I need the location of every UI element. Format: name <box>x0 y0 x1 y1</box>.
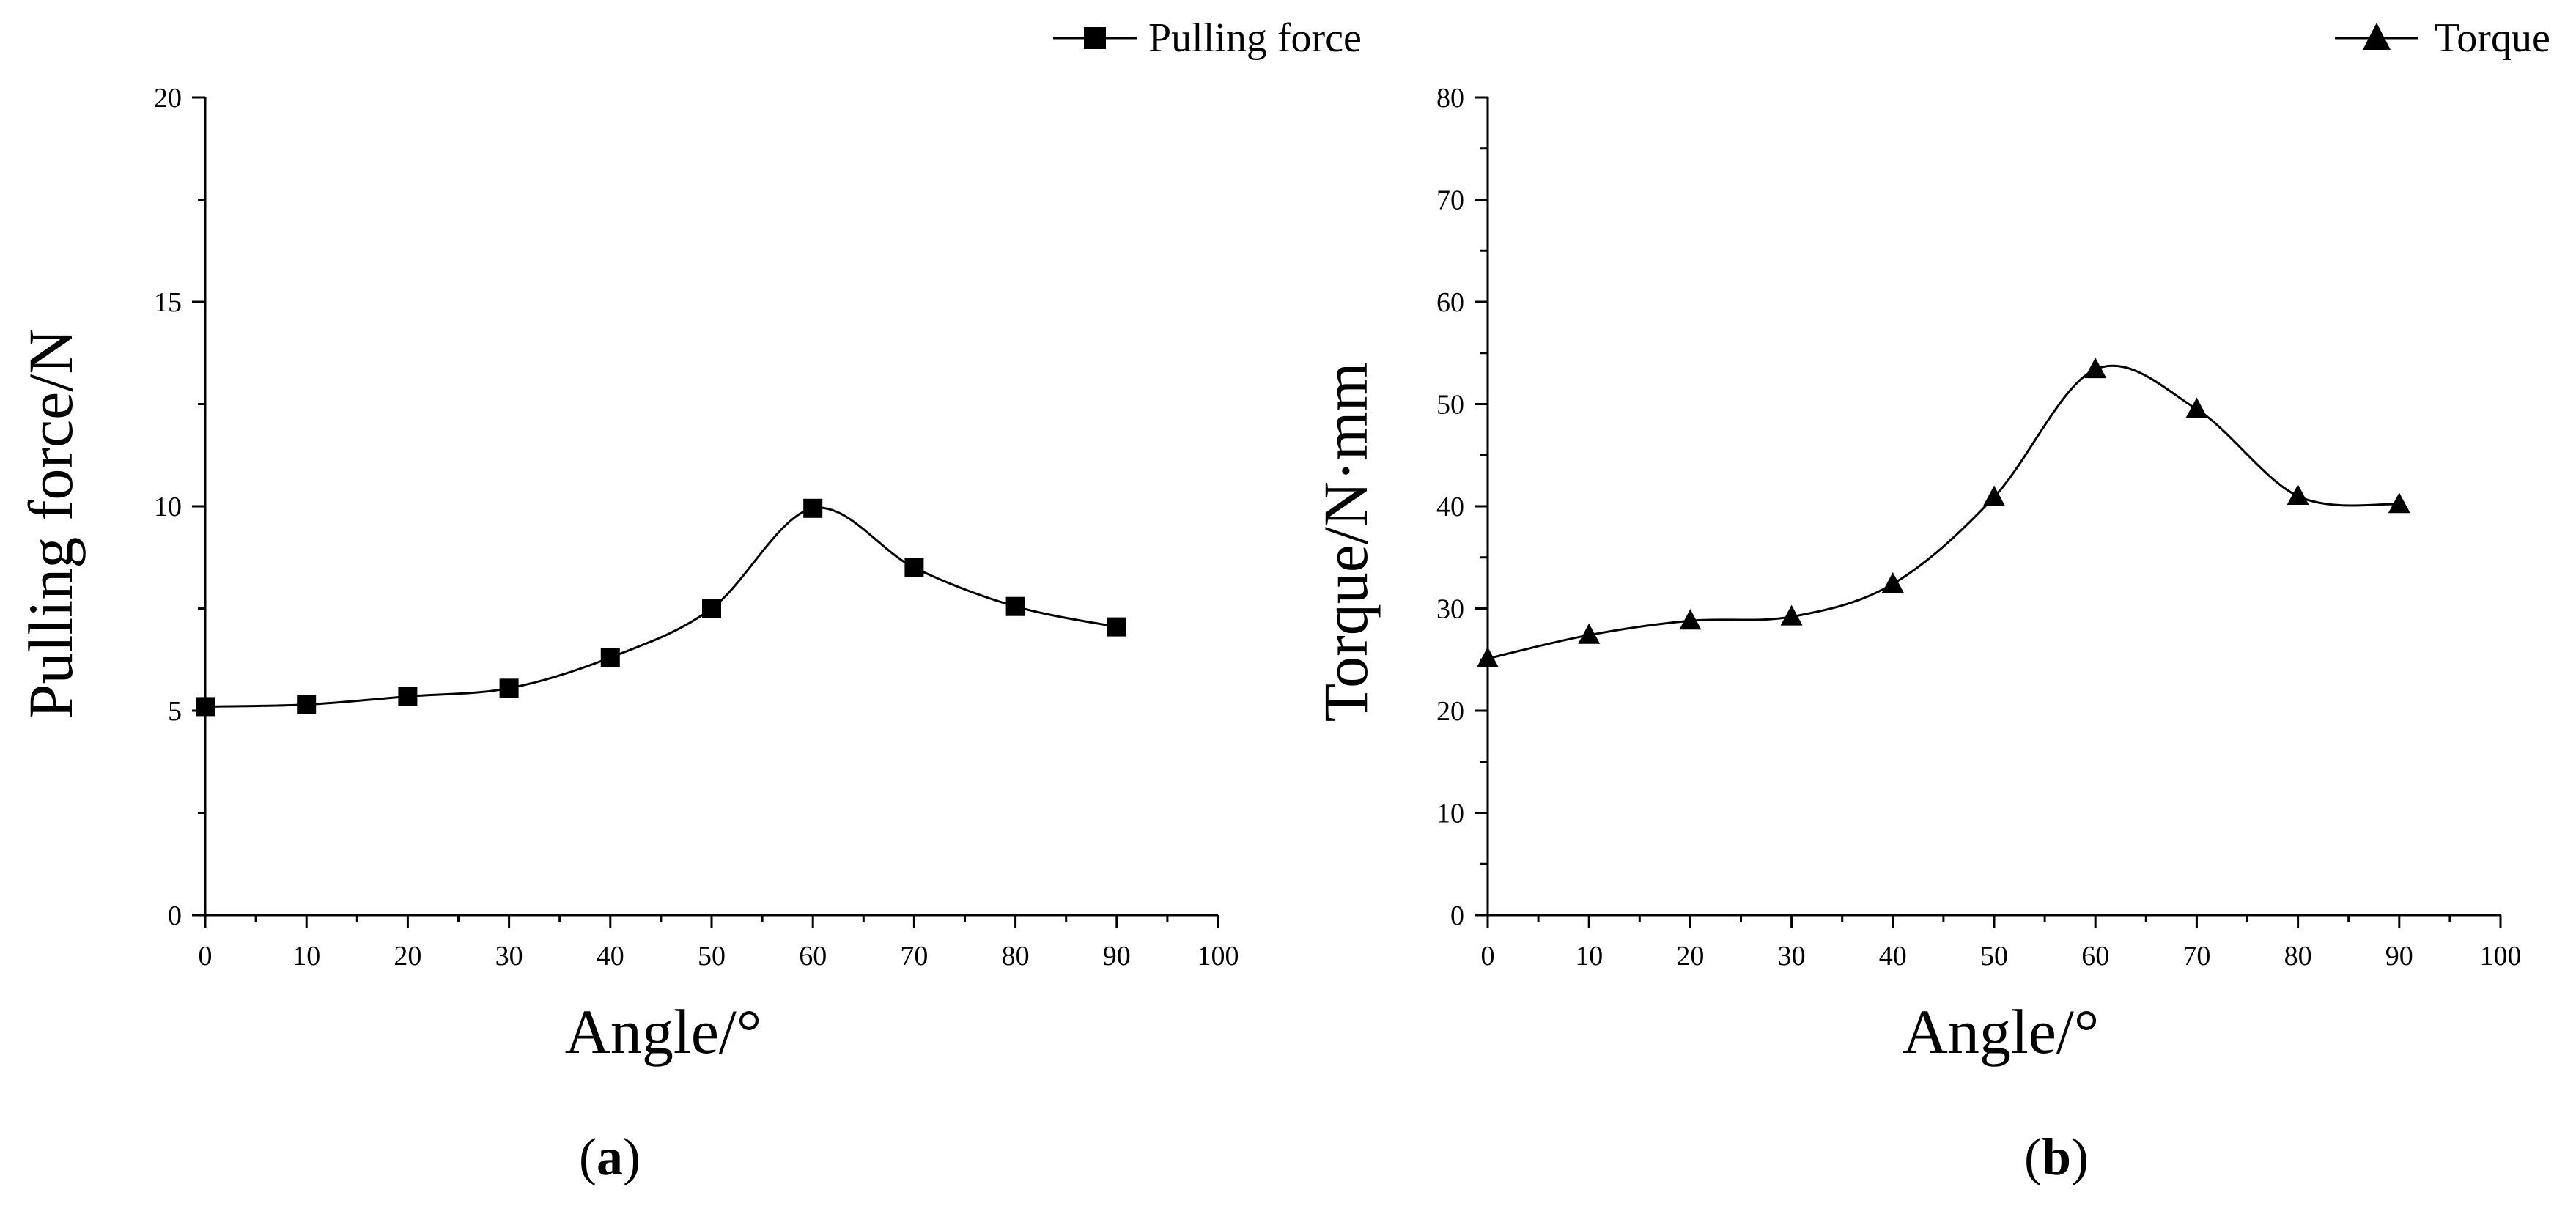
pulling-force-data-point <box>1107 617 1126 637</box>
panel-b-x-tick-label: 20 <box>1676 941 1704 972</box>
torque-data-point <box>2388 492 2410 514</box>
panel-b-y-tick-label: 60 <box>1436 287 1464 318</box>
panel-b-torque-chart: 0 10 20 30 40 50 60 70 80 90 10001020304050607080 … <box>1310 15 2550 1186</box>
panel-b-x-tick-label: 0 <box>1481 941 1495 972</box>
torque-data-point <box>1578 623 1601 644</box>
panel-a-y-axis-title: Pulling force/N <box>15 329 86 719</box>
torque-series-line <box>1487 364 2399 660</box>
panel-b-x-tick-label: 80 <box>2284 941 2312 972</box>
torque-data-point <box>1881 572 1904 593</box>
panel-a-x-tick-label: 20 <box>394 941 421 972</box>
panel-a-x-tick-label: 50 <box>698 941 726 972</box>
torque-data-point <box>2084 358 2107 379</box>
panel-b-legend-triangle-marker <box>2363 23 2391 50</box>
panel-a-ticks: 0 10 20 30 40 50 60 70 80 90 100 0 5 10 15 20 <box>154 83 1239 972</box>
panel-b-y-tick-label: 10 <box>1436 799 1464 829</box>
panel-b-y-tick-label: 0 <box>1450 900 1464 931</box>
panel-a-legend-square-marker <box>1084 27 1106 49</box>
panel-b-y-axis-title: Torque/N·mm <box>1310 363 1381 722</box>
panel-a-label: (a) <box>579 1128 641 1186</box>
torque-data-point <box>2287 484 2309 506</box>
panel-a-axes <box>204 97 1218 917</box>
panel-a-x-tick-label: 80 <box>1002 941 1030 972</box>
panel-a-x-tick-label: 40 <box>597 941 624 972</box>
pulling-force-data-point <box>196 697 215 717</box>
pulling-force-markers <box>196 498 1126 717</box>
torque-data-point <box>1477 646 1499 667</box>
panel-a-y-tick-label: 0 <box>168 900 182 931</box>
pulling-force-data-point <box>600 648 620 667</box>
pulling-force-series-line <box>204 506 1118 708</box>
torque-markers <box>1477 358 2410 667</box>
panel-a-x-tick-label: 100 <box>1197 941 1239 972</box>
panel-a-x-axis-title: Angle/° <box>565 996 761 1067</box>
panel-b-x-tick-label: 50 <box>1980 941 2008 972</box>
panel-a-y-tick-label: 20 <box>154 83 182 114</box>
panel-b-x-tick-label: 70 <box>2182 941 2210 972</box>
panel-b-y-tick-label: 40 <box>1436 492 1464 522</box>
pulling-force-data-point <box>904 558 924 577</box>
panel-b-ticks: 0 10 20 30 40 50 60 70 80 90 100 0 10 20 30 40 50 60 70 80 <box>1436 83 2522 972</box>
pulling-force-data-point <box>499 678 519 698</box>
panel-a-y-tick-label: 10 <box>154 492 182 522</box>
panel-b-x-tick-label: 30 <box>1778 941 1806 972</box>
panel-a-x-tick-label: 10 <box>292 941 320 972</box>
panel-b-x-tick-label: 100 <box>2480 941 2522 972</box>
panel-b-y-tick-label: 30 <box>1436 594 1464 625</box>
panel-b-x-tick-label: 90 <box>2385 941 2413 972</box>
torque-data-point <box>1983 485 2005 506</box>
panel-a-y-tick-label: 15 <box>154 287 182 318</box>
panel-b-y-tick-label: 80 <box>1436 83 1464 114</box>
torque-data-point <box>2185 397 2208 418</box>
panel-b-y-tick-label: 20 <box>1436 696 1464 727</box>
panel-b-x-axis-title: Angle/° <box>1903 996 2099 1067</box>
panel-a-pulling-force-chart: 0 10 20 30 40 50 60 70 80 90 100 0 5 10 15 20 Pulling f… <box>15 15 1362 1186</box>
pulling-force-data-point <box>297 695 317 714</box>
torque-data-point <box>1780 604 1803 626</box>
panel-a-y-tick-label: 5 <box>168 696 182 727</box>
panel-b-x-tick-label: 40 <box>1879 941 1907 972</box>
panel-a-x-tick-label: 70 <box>900 941 928 972</box>
pulling-force-data-point <box>398 687 418 706</box>
pulling-force-data-point <box>702 599 721 618</box>
panel-a-x-tick-label: 90 <box>1103 941 1131 972</box>
panel-b-y-tick-label: 50 <box>1436 390 1464 421</box>
panel-b-x-tick-label: 60 <box>2081 941 2109 972</box>
pulling-force-data-point <box>1005 596 1025 616</box>
panel-a-legend: Pulling force <box>1053 15 1362 61</box>
panel-b-x-tick-label: 10 <box>1575 941 1603 972</box>
panel-b-legend: Torque <box>2335 15 2550 61</box>
panel-a-x-tick-label: 60 <box>799 941 827 972</box>
panel-a-x-tick-label: 0 <box>199 941 213 972</box>
panel-b-legend-label: Torque <box>2435 15 2550 61</box>
pulling-force-data-point <box>803 498 823 518</box>
panel-b-y-tick-label: 70 <box>1436 185 1464 216</box>
panel-b-label: (b) <box>2024 1128 2089 1186</box>
torque-data-point <box>1679 609 1702 630</box>
panel-a-legend-label: Pulling force <box>1148 15 1362 61</box>
panel-a-x-tick-label: 30 <box>495 941 523 972</box>
